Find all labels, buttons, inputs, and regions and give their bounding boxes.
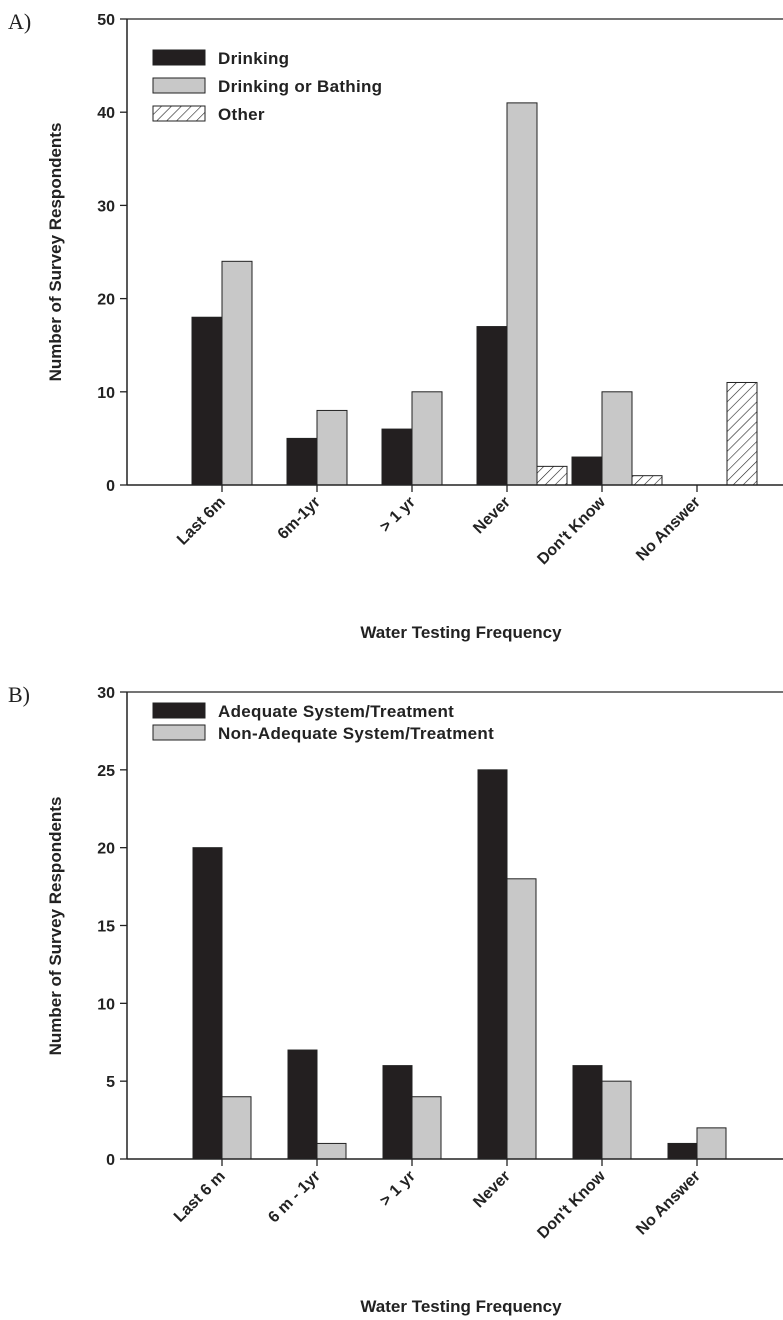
legend-swatch [152,702,206,719]
y-ticks-b: 0 5 10 15 20 25 30 [97,685,698,1169]
x-tick-label: No Answer [633,1168,704,1239]
y-axis-title-a: Number of Survey Respondents [46,123,65,382]
y-tick-label: 40 [97,105,115,122]
chart-panel-a: A) Number of Survey Respondents Water Te… [8,9,783,642]
y-tick-label: 30 [97,685,115,702]
bar-drinking-or-bathing [506,102,538,486]
y-tick-label: 10 [97,996,115,1013]
bar-adequate-system-treatment [477,769,508,1160]
chart-panel-b: B) Number of Survey Respondents Water Te… [8,682,783,1316]
axes-a [126,18,783,486]
x-tick-label: No Answer [633,494,704,565]
panel-letter-a: A) [8,9,31,34]
x-tick-label: Don't Know [534,1167,609,1242]
legend-swatch [152,77,206,94]
bar-drinking-or-bathing [601,391,633,486]
x-tick-label: Never [470,1168,513,1211]
x-tick-label: > 1 yr [377,494,419,536]
panel-letter-b: B) [8,682,30,707]
y-tick-label: 25 [97,763,115,780]
x-axis-title-b: Water Testing Frequency [360,1297,562,1316]
bar-drinking [286,437,318,486]
x-axis-title-a: Water Testing Frequency [360,623,562,642]
y-tick-label: 0 [106,478,115,495]
bar-non-adequate-system-treatment [221,1096,252,1160]
bar-drinking [571,456,603,486]
bar-other [536,465,568,486]
bar-non-adequate-system-treatment [316,1142,347,1160]
legend-swatch [152,49,206,66]
legend-label: Drinking [218,49,289,68]
legend-label: Adequate System/Treatment [218,702,454,721]
legend-label: Other [218,105,265,124]
category-labels-b: Last 6 m 6 m - 1yr > 1 yr Never Don't Know No… [171,1167,704,1242]
axes-b [126,691,783,1160]
y-tick-label: 20 [97,292,115,309]
bar-adequate-system-treatment [192,847,223,1160]
bar-adequate-system-treatment [667,1142,698,1160]
y-axis-title-b: Number of Survey Respondents [46,797,65,1056]
bar-non-adequate-system-treatment [601,1080,632,1160]
x-tick-label: > 1 yr [377,1168,419,1210]
y-tick-label: 0 [106,1152,115,1169]
bar-drinking [476,326,508,486]
bar-drinking-or-bathing [316,409,348,486]
bar-adequate-system-treatment [572,1065,603,1160]
legend-label: Drinking or Bathing [218,77,382,96]
legend-swatch [152,724,206,741]
x-tick-label: Don't Know [534,493,609,568]
x-tick-label: Last 6m [174,494,229,549]
bar-non-adequate-system-treatment [506,878,537,1160]
legend-label: Non-Adequate System/Treatment [218,724,494,743]
bar-drinking-or-bathing [411,391,443,486]
y-tick-label: 5 [106,1074,115,1091]
x-tick-label: Last 6 m [171,1168,229,1226]
x-tick-label: 6 m - 1yr [265,1168,324,1227]
bar-non-adequate-system-treatment [696,1127,727,1160]
bar-other [726,381,758,486]
legend-swatch [152,105,206,122]
legend-a: Drinking Drinking or Bathing Other [152,49,382,124]
y-tick-label: 50 [97,12,115,29]
bar-drinking [381,428,413,486]
bar-drinking-or-bathing [221,260,253,486]
x-tick-label: 6m-1yr [275,494,324,543]
bar-adequate-system-treatment [287,1049,318,1160]
y-ticks-a: 0 10 20 30 40 50 [97,12,698,495]
bar-non-adequate-system-treatment [411,1096,442,1160]
y-tick-label: 20 [97,841,115,858]
bars-b [192,769,727,1160]
bar-drinking [191,316,223,486]
y-tick-label: 15 [97,919,115,936]
y-tick-label: 30 [97,198,115,215]
x-tick-label: Never [470,494,513,537]
category-labels-a: Last 6m 6m-1yr > 1 yr Never Don't Know No Ans… [174,493,704,568]
y-tick-label: 10 [97,385,115,402]
bar-adequate-system-treatment [382,1065,413,1160]
bars-a [191,102,758,486]
legend-b: Adequate System/Treatment Non-Adequate Sy… [152,702,494,743]
bar-other [631,475,663,486]
